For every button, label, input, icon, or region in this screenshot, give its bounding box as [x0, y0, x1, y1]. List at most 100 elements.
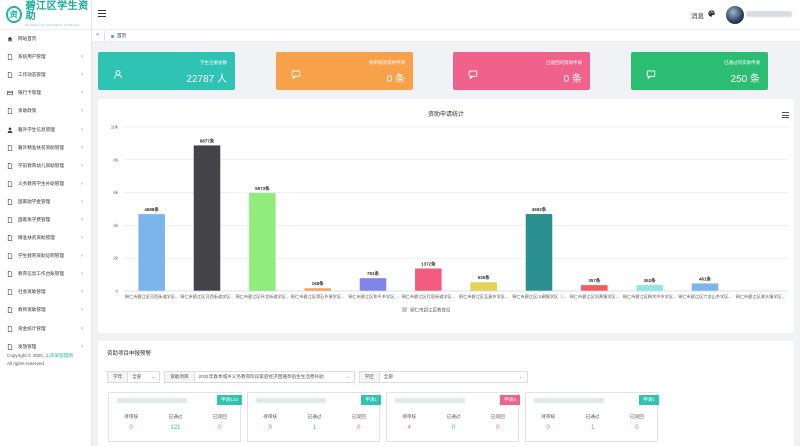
- data-label: 781条: [367, 270, 380, 277]
- document-icon: [7, 216, 13, 223]
- x-tick-label: 铜仁市碧江区环北街道学区...: [235, 293, 289, 300]
- document-icon: [7, 235, 13, 242]
- document-icon: [7, 72, 13, 79]
- project-card[interactable]: 申请4 待审核 已通过 已驳回 4 0 0: [386, 392, 520, 442]
- x-tick-label: 铜仁市碧江区川硐镇学区（...: [512, 293, 566, 300]
- application-stats-chart: 资助申请统计 0 2k 4k 6k 8k 10k 4688条 铜仁市碧江区河西街道学区... 8…: [98, 99, 794, 333]
- chevron-right-icon: ›: [81, 307, 83, 314]
- sidebar-item[interactable]: 系统用户管理 ›: [0, 48, 91, 66]
- stat-card[interactable]: 待审核的资助申请 0 条: [276, 52, 413, 90]
- sidebar-item-label: 资助政策: [18, 108, 37, 114]
- chevron-right-icon: ›: [81, 343, 83, 350]
- chat-icon: [646, 66, 656, 80]
- document-icon: [7, 325, 13, 332]
- project-name-blurred: [256, 398, 326, 403]
- filter-project-select[interactable]: 2021年春季城乡义务教育阶段家庭经济困难寄宿生生活费补助 ⌄: [194, 371, 355, 383]
- sidebar-item-label: 发放管理: [18, 343, 37, 349]
- sidebar-item[interactable]: 社会资助管理 ›: [0, 283, 91, 301]
- copyright-company-link[interactable]: 山东某管理网: [45, 353, 73, 358]
- user-name-blurred[interactable]: [746, 11, 792, 17]
- tab-home[interactable]: 首页: [104, 31, 132, 41]
- y-tick-label: 8k: [113, 157, 119, 162]
- chevron-right-icon: ›: [81, 180, 83, 187]
- project-name-blurred: [534, 398, 604, 403]
- sidebar-item-label: 教育信息工作台账管理: [18, 271, 64, 277]
- filter-year-select[interactable]: 全部 ⌄: [128, 371, 161, 383]
- project-badge: 申请4: [500, 395, 520, 405]
- sidebar-item[interactable]: 教师资助管理 ›: [0, 301, 91, 319]
- sidebar-item[interactable]: 工作动态管理 ›: [0, 66, 91, 84]
- messages-link[interactable]: 消息: [691, 13, 704, 20]
- project-card[interactable]: 申请1 待审核 已通过 已驳回 0 1 0: [525, 392, 659, 442]
- sidebar-item[interactable]: 资金统计管理 ›: [0, 320, 91, 338]
- stat-card[interactable]: 已驳回的资助申请 0 条: [453, 52, 590, 90]
- chevron-right-icon: ›: [81, 72, 83, 79]
- sidebar-item[interactable]: 学前教育幼儿资助管理 ›: [0, 157, 91, 175]
- chevron-right-icon: ›: [81, 108, 83, 115]
- sidebar-item[interactable]: 国家助学金管理 ›: [0, 193, 91, 211]
- menu-toggle-icon[interactable]: [98, 10, 106, 17]
- sidebar-item[interactable]: 精准扶贫资助管理 ›: [0, 229, 91, 247]
- sidebar-item[interactable]: 籍外学生信息管理 ›: [0, 120, 91, 138]
- stat-card[interactable]: 已通过的资助申请 250 条: [631, 52, 768, 90]
- filter-year-value: 全部: [132, 374, 142, 379]
- brand-subtitle: BIJIANG QU STUDENT FUNDING: [25, 23, 80, 27]
- chart-menu-icon[interactable]: [782, 112, 789, 120]
- logo[interactable]: 资 碧江区学生资助 BIJIANG QU STUDENT FUNDING: [0, 0, 91, 30]
- sidebar-item[interactable]: 学生教育资助证明管理 ›: [0, 247, 91, 265]
- x-tick-label: 铜仁市碧江区滑石乡便学区...: [291, 293, 345, 300]
- data-label: 4692条: [532, 206, 547, 213]
- chat-icon: [468, 66, 478, 80]
- copyright-text: Copyright © 2020,: [7, 353, 45, 358]
- project-stat-label: 已驳回: [212, 414, 227, 419]
- sidebar-item[interactable]: 网站首页: [0, 30, 91, 49]
- project-stat-label: 待审核: [541, 414, 556, 419]
- data-label: 362条: [644, 277, 657, 284]
- x-tick-label: 铜仁市碧江区河西街道学区...: [125, 293, 179, 300]
- tab-bar: « 首页: [92, 30, 800, 42]
- sidebar-item-label: 教师资助管理: [18, 307, 46, 313]
- data-label: 4688条: [144, 206, 159, 213]
- filter-district-label: 学区: [358, 371, 380, 383]
- project-stat-value: 0: [268, 425, 272, 431]
- chart-bar: [359, 278, 387, 291]
- project-stat-value: 4: [407, 425, 411, 431]
- filter-district-select[interactable]: 全部 ⌄: [379, 371, 528, 383]
- x-tick-label: 铜仁市碧江区瓦屋乡学区...: [459, 293, 509, 300]
- project-stat-label: 待审核: [124, 414, 139, 419]
- chart-bar: [138, 214, 165, 291]
- sidebar-item-label: 工作动态管理: [18, 72, 46, 78]
- project-stat-label: 已通过: [446, 414, 461, 419]
- sidebar-item[interactable]: 籍外精准扶贫资助管理 ›: [0, 139, 91, 157]
- sidebar: 资 碧江区学生资助 BIJIANG QU STUDENT FUNDING 网站首…: [0, 0, 92, 446]
- sidebar-item-label: 学生教育资助证明管理: [18, 253, 64, 259]
- sidebar-item[interactable]: 教育信息工作台账管理 ›: [0, 265, 91, 283]
- stat-card[interactable]: 学生注册总数 22787 人: [98, 52, 235, 90]
- project-card[interactable]: 申请122 待审核 已通过 已驳回 0 121 0: [108, 392, 242, 442]
- filter-district-value: 全部: [383, 374, 393, 379]
- copyright-rights: All rights reserved.: [7, 361, 46, 366]
- sidebar-item[interactable]: 资助政策 ›: [0, 102, 91, 120]
- sidebar-item-label: 网站首页: [18, 36, 37, 42]
- project-stat-label: 已通过: [307, 414, 322, 419]
- tab-scroll-left-icon[interactable]: «: [96, 32, 100, 38]
- project-badge: 申请122: [217, 395, 242, 405]
- project-stat-label: 已驳回: [629, 414, 644, 419]
- y-tick-label: 6k: [113, 190, 119, 195]
- sidebar-item[interactable]: 国家免学费管理 ›: [0, 211, 91, 229]
- chart-bar: [249, 193, 276, 291]
- sidebar-item-label: 国家助学金管理: [18, 198, 51, 204]
- sidebar-item[interactable]: 发放管理 ›: [0, 338, 91, 356]
- chart-bar: [415, 268, 442, 291]
- chart-title: 资助申请统计: [427, 112, 464, 118]
- filter-bar: 学年 全部 ⌄ 资助项目 2021年春季城乡义务教育阶段家庭经济困难寄宿生生活费补…: [107, 371, 528, 383]
- sidebar-item[interactable]: 义务教育学生补助管理 ›: [0, 175, 91, 193]
- project-stat-value: 0: [546, 425, 550, 431]
- chevron-right-icon: ›: [81, 216, 83, 223]
- project-card[interactable]: 申请1 待审核 已通过 已驳回 0 1 0: [247, 392, 381, 442]
- theme-palette-icon[interactable]: [708, 10, 715, 19]
- y-tick-label: 10k: [111, 125, 119, 130]
- user-avatar[interactable]: [726, 6, 744, 24]
- document-icon: [7, 108, 13, 115]
- sidebar-item[interactable]: 银行卡管理 ›: [0, 84, 91, 102]
